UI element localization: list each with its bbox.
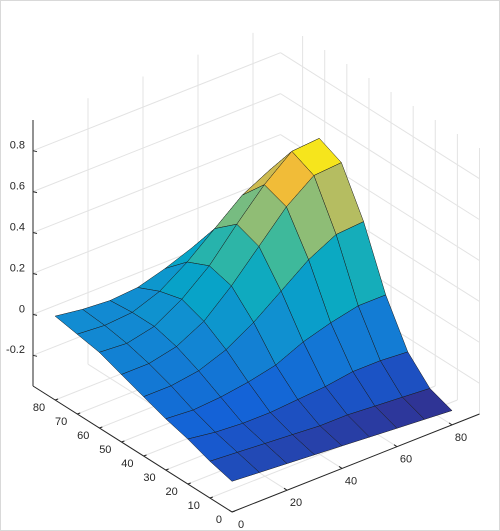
y-tick <box>143 454 147 457</box>
y-tick-label: 40 <box>121 458 133 470</box>
z-tick-label: 0.2 <box>10 262 25 274</box>
y-tick <box>99 426 103 429</box>
y-tick <box>77 412 81 415</box>
x-tick-label: 20 <box>290 497 302 509</box>
grid-line <box>32 174 281 274</box>
y-tick <box>187 482 191 485</box>
x-tick-label: 40 <box>345 475 357 487</box>
z-tick-label: 0.4 <box>10 221 25 233</box>
z-tick-label: -0.2 <box>6 344 25 356</box>
axis-line <box>32 385 233 513</box>
y-tick <box>231 510 236 513</box>
y-tick-label: 60 <box>77 430 89 442</box>
z-tick-label: 0.8 <box>10 140 25 152</box>
grid-line <box>32 134 281 234</box>
surface-patch <box>209 452 260 482</box>
y-tick-label: 10 <box>188 500 200 512</box>
x-tick <box>393 444 398 448</box>
y-tick-label: 50 <box>99 444 111 456</box>
axis-line <box>231 413 480 513</box>
y-tick <box>121 440 125 443</box>
y-tick-label: 0 <box>216 514 222 526</box>
x-tick <box>228 509 233 513</box>
z-tick <box>32 313 38 316</box>
x-tick <box>283 487 288 491</box>
y-tick <box>165 468 169 471</box>
z-tick <box>32 232 38 235</box>
z-tick <box>32 272 38 275</box>
grid-line <box>280 93 480 221</box>
grid-line <box>32 52 281 152</box>
x-tick <box>338 466 343 469</box>
z-tick-label: 0 <box>19 303 25 315</box>
x-tick <box>448 422 453 426</box>
y-tick-label: 20 <box>166 486 178 498</box>
x-tick-label: 0 <box>238 519 244 531</box>
grid-line <box>280 52 480 180</box>
z-tick <box>32 354 38 357</box>
y-tick-label: 70 <box>55 416 67 428</box>
x-tick-label: 60 <box>400 454 412 466</box>
z-tick-label: 0.6 <box>10 181 25 193</box>
y-tick-label: 80 <box>33 402 45 414</box>
z-tick <box>32 191 38 194</box>
x-tick-label: 80 <box>455 432 467 444</box>
z-tick <box>32 150 38 153</box>
y-tick-label: 30 <box>143 472 155 484</box>
y-tick <box>209 496 214 499</box>
y-tick <box>54 398 59 401</box>
grid-line <box>32 93 281 193</box>
